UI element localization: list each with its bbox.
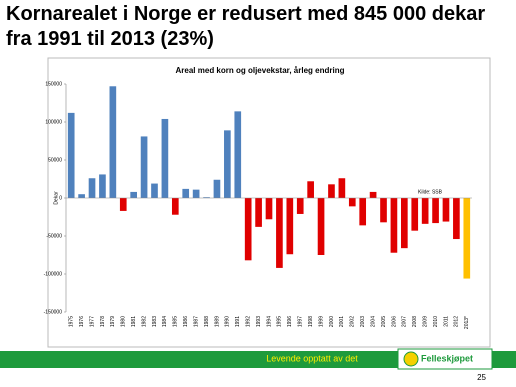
bar xyxy=(369,191,377,198)
x-tick-label: 1979 xyxy=(110,316,116,327)
x-tick-label: 1978 xyxy=(100,316,106,327)
x-tick-label: 2000 xyxy=(329,316,335,327)
x-tick-label: 2013* xyxy=(464,316,470,329)
x-tick-label: 1991 xyxy=(235,316,241,327)
bar xyxy=(67,112,75,198)
bar xyxy=(182,188,190,198)
bar xyxy=(463,198,471,279)
logo-icon xyxy=(403,351,419,367)
x-tick-label: 1990 xyxy=(225,316,231,327)
x-tick-label: 1975 xyxy=(69,316,75,327)
y-tick-label: 0 xyxy=(59,195,62,201)
bar xyxy=(401,198,408,249)
x-tick-label: 2002 xyxy=(350,316,356,327)
bar xyxy=(151,183,158,198)
x-tick-label: 1993 xyxy=(256,316,262,327)
bar xyxy=(276,198,283,268)
x-tick-label: 2009 xyxy=(422,316,428,327)
bar xyxy=(348,198,356,207)
y-tick-label: 50000 xyxy=(48,157,62,163)
bar xyxy=(88,178,96,198)
x-tick-label: 2006 xyxy=(391,316,397,327)
y-tick-label: 100000 xyxy=(45,119,62,125)
x-tick-label: 2010 xyxy=(433,316,439,327)
source-note: Kilde: SSB xyxy=(418,189,443,195)
y-tick-label: -100000 xyxy=(44,271,63,277)
bar xyxy=(296,198,304,214)
x-tick-label: 1992 xyxy=(246,316,252,327)
x-tick-label: 1984 xyxy=(162,316,168,327)
y-axis-label: Dekar xyxy=(53,191,59,205)
y-tick-label: -50000 xyxy=(46,233,62,239)
footer-bar xyxy=(0,351,516,368)
x-tick-label: 1997 xyxy=(298,316,304,327)
x-tick-label: 1980 xyxy=(121,316,127,327)
bar xyxy=(265,198,273,220)
logo-box xyxy=(397,348,493,370)
x-tick-label: 1989 xyxy=(214,316,220,327)
x-tick-label: 2004 xyxy=(370,316,376,327)
bar xyxy=(192,189,200,198)
bar xyxy=(328,184,335,198)
bar xyxy=(359,198,367,226)
x-tick-label: 2008 xyxy=(412,316,418,327)
bar xyxy=(421,198,429,224)
x-tick-label: 1988 xyxy=(204,316,210,327)
bar xyxy=(161,118,169,198)
bar xyxy=(307,181,314,198)
footer-slogan: Levende opptatt av det xyxy=(266,353,358,363)
x-tick-label: 1987 xyxy=(193,316,199,327)
bar xyxy=(109,86,117,198)
bar xyxy=(317,198,325,255)
x-tick-label: 1983 xyxy=(152,316,158,327)
bar xyxy=(390,198,398,253)
bar xyxy=(453,198,460,240)
slide-title: Kornarealet i Norge er redusert med 845 … xyxy=(6,3,486,50)
bar xyxy=(171,198,179,215)
bar xyxy=(99,174,106,198)
bar xyxy=(140,136,148,198)
x-tick-label: 1994 xyxy=(266,316,272,327)
bar xyxy=(203,197,210,198)
x-tick-label: 2012 xyxy=(454,316,460,327)
x-tick-label: 1982 xyxy=(141,316,147,327)
bar xyxy=(411,198,419,231)
bar xyxy=(224,130,231,198)
x-tick-label: 1981 xyxy=(131,316,137,327)
bar xyxy=(119,198,127,211)
bar xyxy=(432,198,439,224)
x-tick-label: 1986 xyxy=(183,316,189,327)
x-tick-label: 1996 xyxy=(287,316,293,327)
x-tick-label: 2001 xyxy=(339,316,345,327)
bar xyxy=(213,179,221,198)
x-tick-label: 2011 xyxy=(443,316,449,327)
x-tick-label: 2005 xyxy=(381,316,387,327)
logo-text: Felleskjøpet xyxy=(421,353,473,363)
bar xyxy=(244,198,252,261)
x-tick-label: 1985 xyxy=(173,316,179,327)
bar xyxy=(338,178,346,198)
bar xyxy=(442,198,450,222)
bar xyxy=(255,198,262,227)
x-tick-label: 1999 xyxy=(318,316,324,327)
x-tick-label: 1995 xyxy=(277,316,283,327)
y-tick-label: -150000 xyxy=(44,309,63,315)
x-tick-label: 2007 xyxy=(402,316,408,327)
x-tick-label: 1977 xyxy=(89,316,95,327)
x-tick-label: 1998 xyxy=(308,316,314,327)
bar xyxy=(234,111,242,198)
title-box: Kornarealet i Norge er redusert med 845 … xyxy=(6,3,486,50)
page-number: 25 xyxy=(477,373,486,382)
bar xyxy=(78,194,85,198)
y-tick-label: 150000 xyxy=(45,81,62,87)
bar xyxy=(286,198,294,255)
bar xyxy=(130,191,137,198)
x-tick-label: 2003 xyxy=(360,316,366,327)
x-tick-label: 1976 xyxy=(79,316,85,327)
chart-title: Areal med korn og oljevekstar, årleg end… xyxy=(176,66,345,75)
bar xyxy=(380,198,387,223)
